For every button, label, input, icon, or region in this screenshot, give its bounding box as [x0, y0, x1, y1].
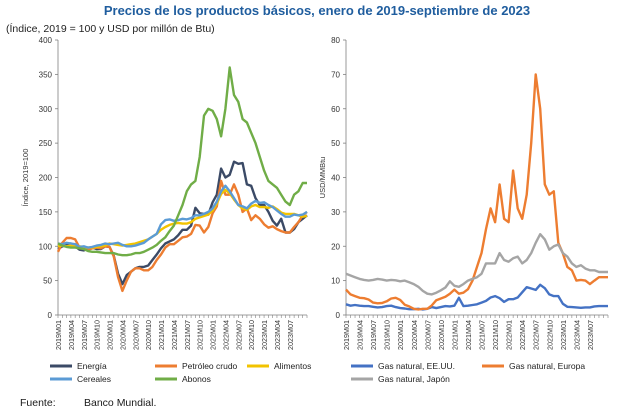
y-tick-label: 50: [43, 277, 52, 286]
legend-label: Gas natural, Japón: [378, 374, 450, 384]
series-line-gas-natural-jap-n: [345, 233, 608, 296]
x-tick-label: 2019M01: [54, 320, 63, 350]
y-tick-label: 10: [331, 277, 340, 286]
y-tick-label: 70: [331, 70, 340, 79]
series-line-alimentos: [57, 188, 308, 249]
y-tick-label: 0: [48, 311, 53, 320]
x-tick-label: 2022M01: [209, 320, 218, 350]
x-tick-label: 2021M10: [196, 320, 205, 350]
left-chart-price-index: 0 50 100 150 200 250 300 350 400 Índice, 2019=100…: [21, 36, 311, 384]
x-tick-label: 2020M01: [396, 320, 405, 350]
x-tick-label: 2022M04: [221, 320, 230, 350]
x-tick-label: 2020M10: [144, 320, 153, 350]
series-line-cereales: [57, 184, 308, 249]
y-tick-label: 350: [39, 70, 53, 79]
figure-subtitle: (Índice, 2019 = 100 y USD por millón de …: [6, 23, 215, 35]
legend-label: Abonos: [182, 374, 211, 384]
legend-label: Gas natural, EE.UU.: [378, 361, 455, 371]
x-tick-label: 2019M07: [369, 320, 378, 350]
x-tick-label: 2019M01: [342, 320, 351, 350]
x-tick-label: 2022M07: [532, 320, 541, 350]
x-tick-label: 2021M07: [183, 320, 192, 350]
x-tick-label: 2020M04: [118, 320, 127, 350]
y-tick-label: 100: [39, 242, 53, 251]
x-tick-label: 2020M01: [106, 320, 115, 350]
x-tick-label: 2021M01: [157, 320, 166, 350]
x-tick-label: 2021M01: [450, 320, 459, 350]
y-tick-label: 60: [331, 105, 340, 114]
x-tick-label: 2021M04: [464, 320, 473, 350]
y-tick-label: 40: [331, 174, 340, 183]
series-line-petr-leo-crudo: [56, 179, 308, 293]
y-axis-label: Índice, 2019=100: [21, 149, 30, 207]
source-label: Fuente:: [20, 397, 56, 409]
y-tick-label: 250: [39, 139, 53, 148]
y-tick-label: 50: [331, 139, 340, 148]
x-tick-label: 2020M10: [437, 320, 446, 350]
x-tick-label: 2023M04: [572, 320, 581, 350]
x-tick-label: 2019M10: [383, 320, 392, 350]
x-tick-label: 2022M10: [545, 320, 554, 350]
legend-label: Cereales: [77, 374, 111, 384]
x-tick-label: 2023M07: [586, 320, 595, 350]
x-tick-label: 2019M04: [356, 320, 365, 350]
source-value: Banco Mundial.: [84, 397, 157, 409]
x-tick-label: 2022M10: [247, 320, 256, 350]
series-line-abonos: [57, 66, 307, 257]
x-tick-label: 2022M07: [234, 320, 243, 350]
x-tick-label: 2023M01: [260, 320, 269, 350]
y-tick-label: 300: [39, 105, 53, 114]
series-line-gas-natural-ee-uu-: [345, 283, 608, 311]
x-tick-label: 2022M04: [518, 320, 527, 350]
x-tick-label: 2023M04: [273, 320, 282, 350]
legend-label: Gas natural, Europa: [509, 361, 585, 371]
x-tick-label: 2021M07: [478, 320, 487, 350]
x-tick-label: 2022M01: [505, 320, 514, 350]
y-axis-label: USD/MMBtu: [318, 157, 327, 199]
x-tick-label: 2019M10: [93, 320, 102, 350]
x-tick-label: 2021M04: [170, 320, 179, 350]
legend-label: Petróleo crudo: [182, 361, 238, 371]
x-tick-label: 2020M07: [423, 320, 432, 350]
y-tick-label: 80: [331, 36, 340, 45]
legend-label: Energía: [77, 361, 107, 371]
legend-label: Alimentos: [274, 361, 311, 371]
x-tick-label: 2020M07: [131, 320, 140, 350]
figure-title: Precios de los productos básicos, enero …: [103, 3, 531, 18]
x-tick-label: 2021M10: [491, 320, 500, 350]
x-tick-label: 2023M07: [286, 320, 295, 350]
right-chart-natural-gas: 0 10 20 30 40 50 60 70 80 USD/MMBtu 2019M01 2019M04…: [318, 36, 609, 384]
y-tick-label: 150: [39, 208, 53, 217]
y-tick-label: 400: [39, 36, 53, 45]
y-tick-label: 30: [331, 208, 340, 217]
x-tick-label: 2020M04: [410, 320, 419, 350]
series-line-gas-natural-europa: [345, 73, 608, 311]
x-tick-label: 2019M04: [67, 320, 76, 350]
x-tick-label: 2019M07: [80, 320, 89, 350]
y-tick-label: 20: [331, 242, 340, 251]
y-tick-label: 0: [336, 311, 341, 320]
x-tick-label: 2023M01: [559, 320, 568, 350]
y-tick-label: 200: [39, 174, 53, 183]
